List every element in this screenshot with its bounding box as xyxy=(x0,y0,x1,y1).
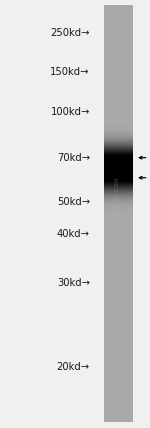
Text: 40kd→: 40kd→ xyxy=(57,229,90,240)
Text: WWW.PTGLAB.COM: WWW.PTGLAB.COM xyxy=(115,177,120,234)
Text: 70kd→: 70kd→ xyxy=(57,153,90,163)
Text: 150kd→: 150kd→ xyxy=(50,67,90,77)
Text: 30kd→: 30kd→ xyxy=(57,278,90,288)
Text: 250kd→: 250kd→ xyxy=(50,28,90,38)
Text: 50kd→: 50kd→ xyxy=(57,197,90,208)
Text: 20kd→: 20kd→ xyxy=(57,362,90,372)
Bar xyxy=(104,6,132,422)
Text: 100kd→: 100kd→ xyxy=(51,107,90,117)
